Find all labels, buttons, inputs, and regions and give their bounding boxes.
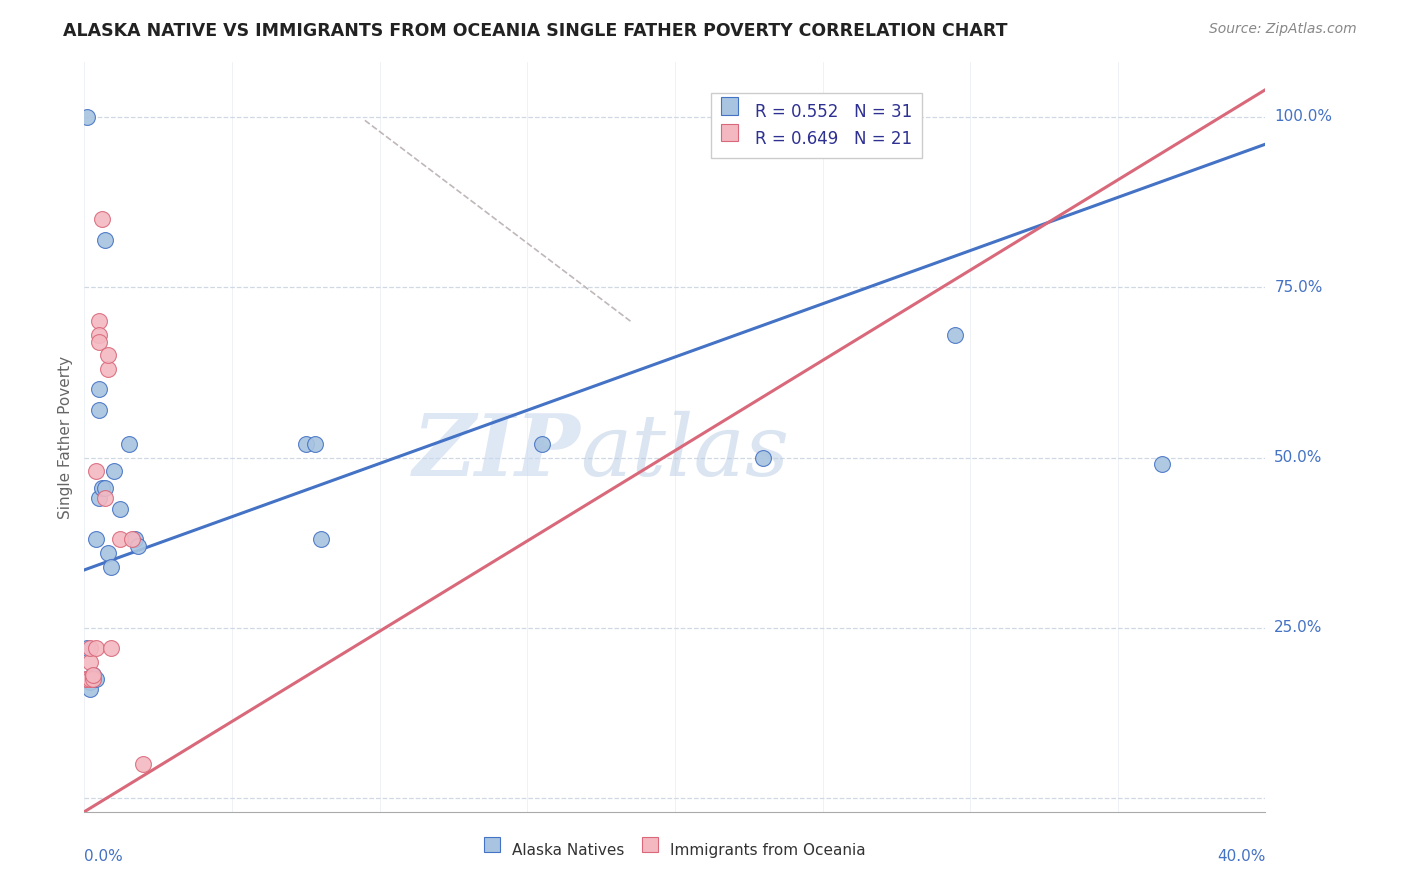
Point xyxy=(295,437,318,451)
Point xyxy=(84,672,107,686)
Point xyxy=(76,672,98,686)
Point xyxy=(79,675,101,690)
Point xyxy=(91,481,114,495)
Point xyxy=(91,212,114,227)
Point xyxy=(100,641,122,656)
Point xyxy=(108,501,131,516)
Point xyxy=(76,672,98,686)
Point xyxy=(127,539,149,553)
Text: ZIP: ZIP xyxy=(412,410,581,494)
Text: 40.0%: 40.0% xyxy=(1218,849,1265,864)
Point xyxy=(82,668,104,682)
Text: 50.0%: 50.0% xyxy=(1274,450,1323,465)
Text: 0.0%: 0.0% xyxy=(84,849,124,864)
Point xyxy=(84,533,107,547)
Point xyxy=(84,464,107,478)
Text: ALASKA NATIVE VS IMMIGRANTS FROM OCEANIA SINGLE FATHER POVERTY CORRELATION CHART: ALASKA NATIVE VS IMMIGRANTS FROM OCEANIA… xyxy=(63,22,1008,40)
Point xyxy=(1150,458,1173,472)
Point xyxy=(945,327,967,342)
Point xyxy=(84,641,107,656)
Point xyxy=(82,672,104,686)
Text: 75.0%: 75.0% xyxy=(1274,280,1323,294)
Point xyxy=(79,672,101,686)
Point xyxy=(124,533,146,547)
Point xyxy=(87,402,111,417)
Point xyxy=(79,682,101,697)
Point xyxy=(531,437,554,451)
Y-axis label: Single Father Poverty: Single Father Poverty xyxy=(58,356,73,518)
Point xyxy=(82,668,104,682)
Legend: Alaska Natives, Immigrants from Oceania: Alaska Natives, Immigrants from Oceania xyxy=(478,836,872,864)
Point xyxy=(87,334,111,349)
Point xyxy=(76,672,98,686)
Point xyxy=(304,437,326,451)
Point xyxy=(94,481,117,495)
Point xyxy=(79,672,101,686)
Point xyxy=(108,533,131,547)
Point xyxy=(87,327,111,342)
Text: atlas: atlas xyxy=(581,410,790,493)
Text: 25.0%: 25.0% xyxy=(1274,620,1323,635)
Point xyxy=(76,641,98,656)
Point xyxy=(97,362,120,376)
Point xyxy=(94,491,117,506)
Point xyxy=(94,233,117,247)
Text: 100.0%: 100.0% xyxy=(1274,110,1333,124)
Point xyxy=(100,559,122,574)
Point xyxy=(82,672,104,686)
Point xyxy=(76,110,98,124)
Point xyxy=(87,491,111,506)
Point xyxy=(309,533,332,547)
Point xyxy=(76,672,98,686)
Point xyxy=(97,348,120,362)
Point xyxy=(97,546,120,560)
Text: Source: ZipAtlas.com: Source: ZipAtlas.com xyxy=(1209,22,1357,37)
Point xyxy=(103,464,125,478)
Point xyxy=(87,314,111,328)
Point xyxy=(132,757,155,772)
Point xyxy=(87,383,111,397)
Point xyxy=(121,533,143,547)
Point xyxy=(79,655,101,669)
Point xyxy=(82,672,104,686)
Point xyxy=(752,450,775,465)
Point xyxy=(79,641,101,656)
Point xyxy=(118,437,141,451)
